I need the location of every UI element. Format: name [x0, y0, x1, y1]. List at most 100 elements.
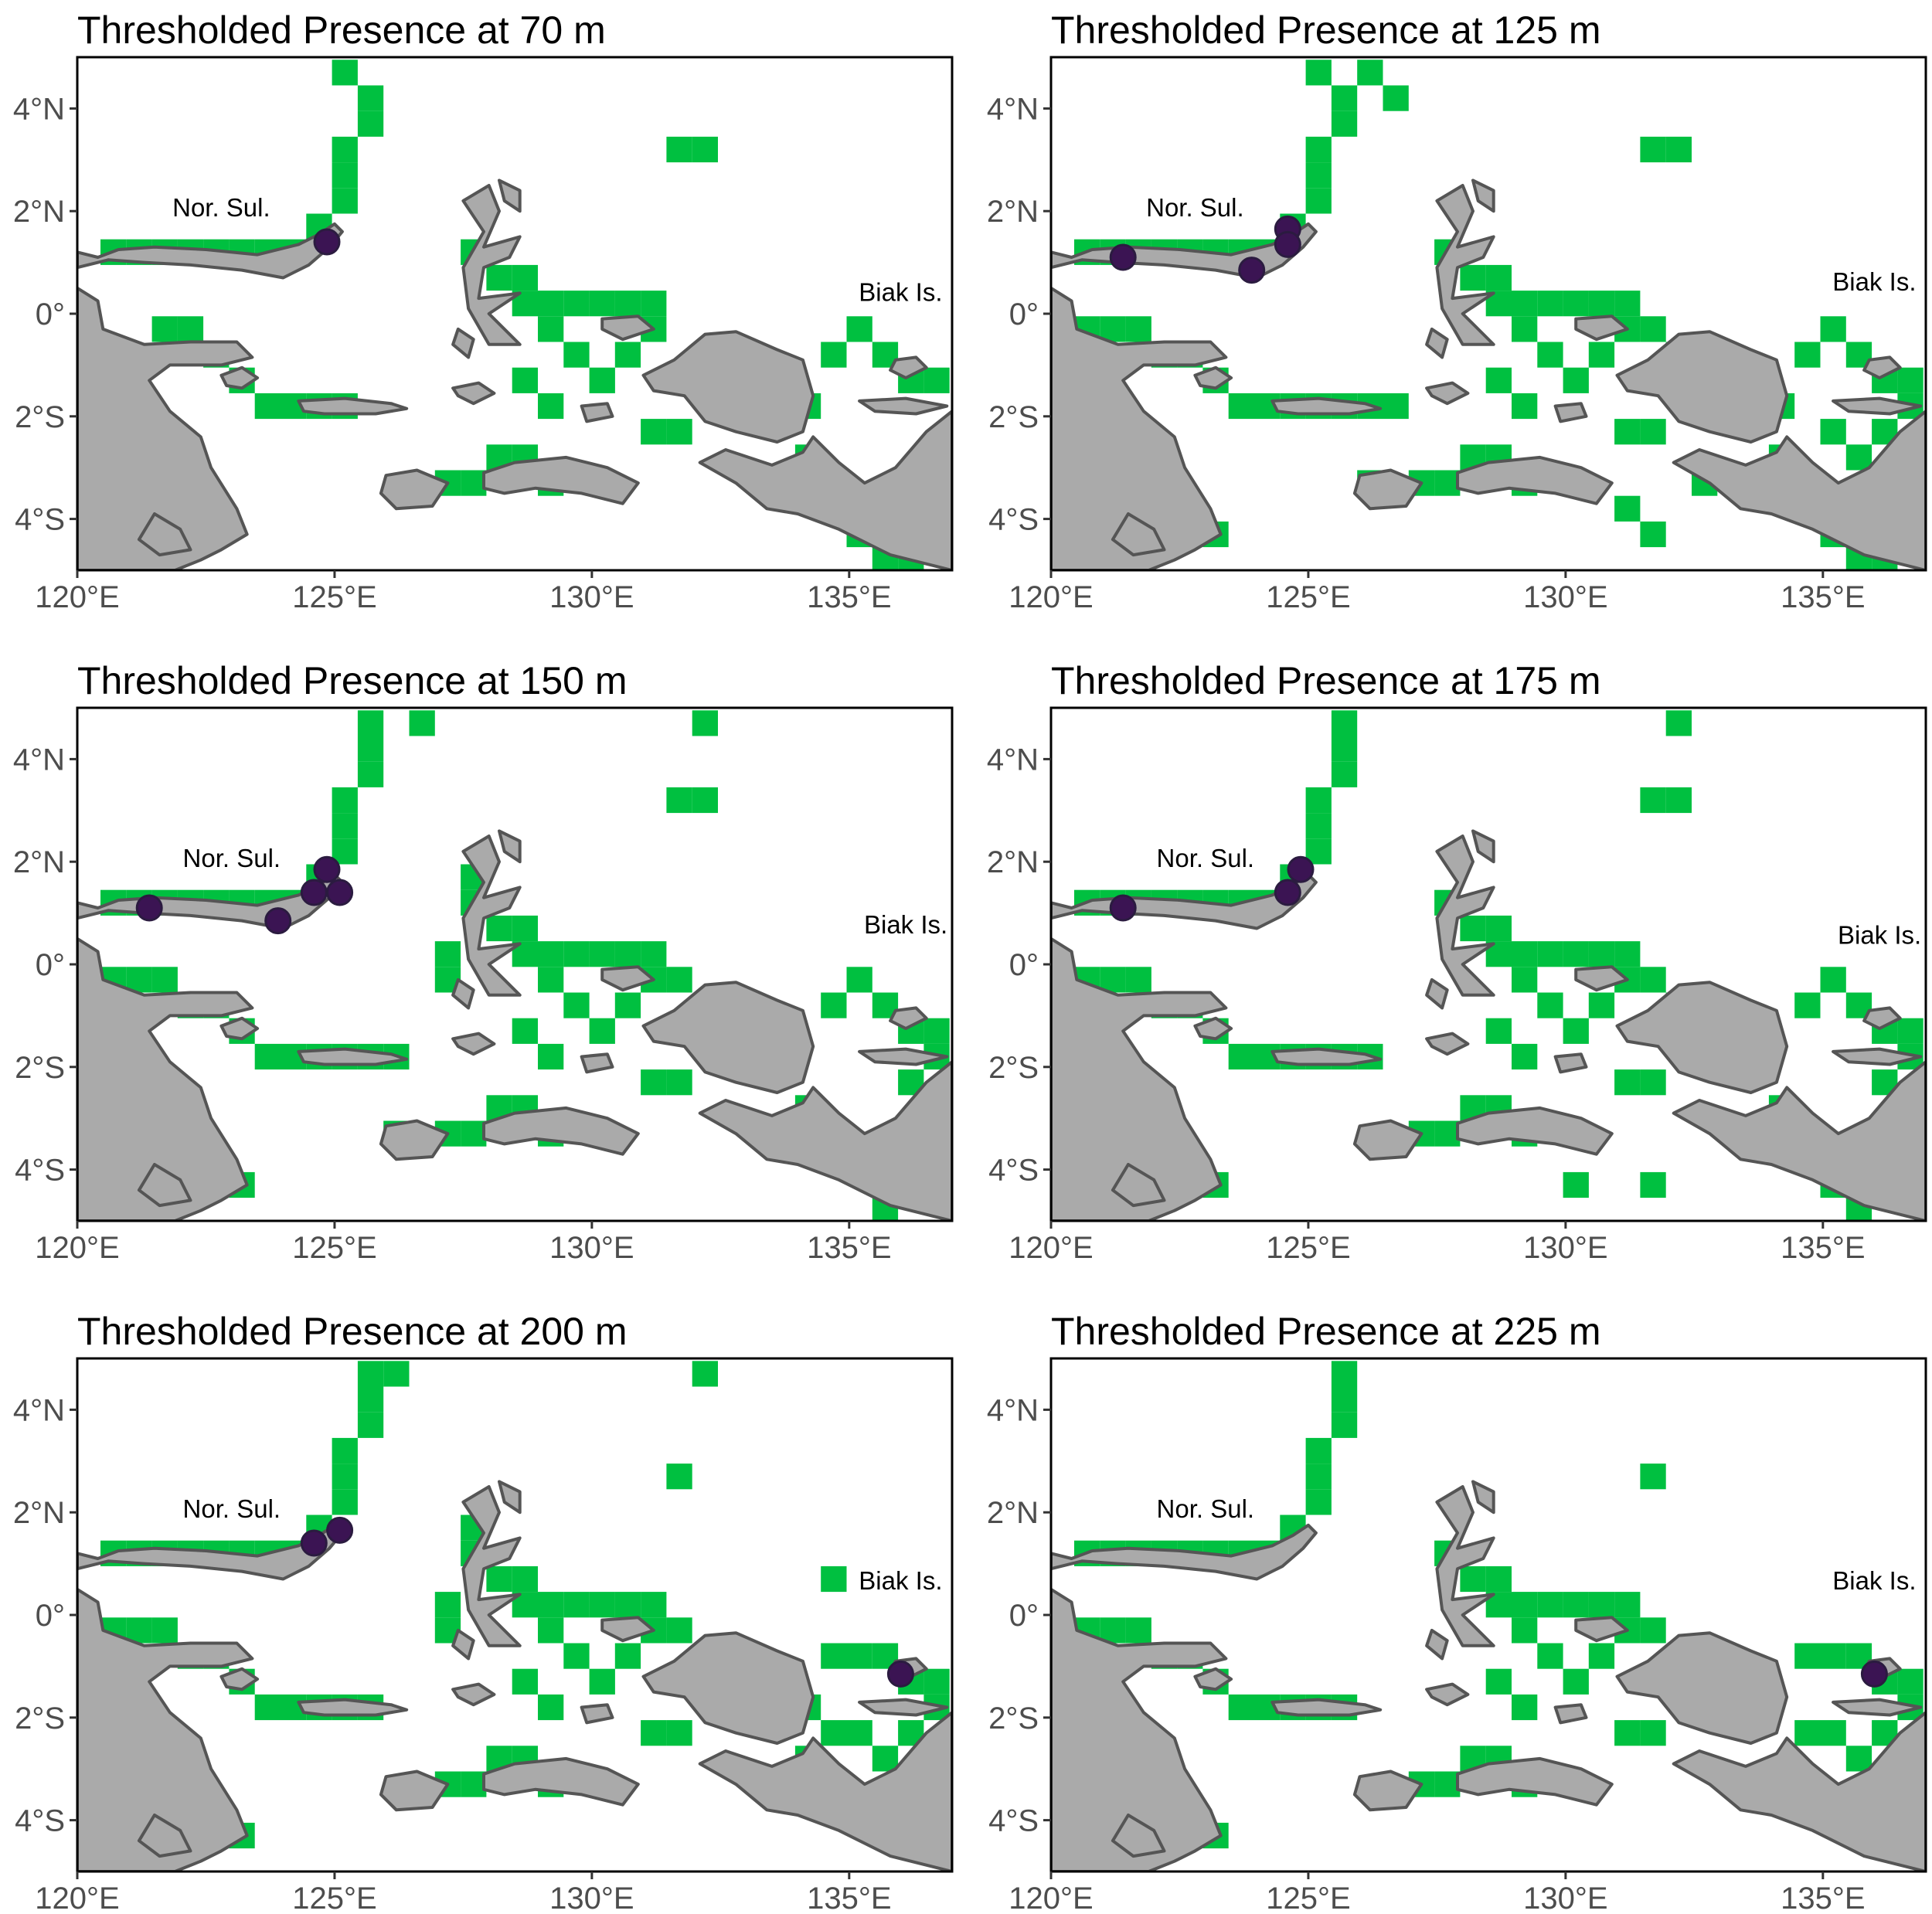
land-seram: [482, 1106, 640, 1156]
presence-cell: [1563, 1668, 1589, 1695]
presence-cell: [1331, 1412, 1358, 1438]
presence-cell: [563, 941, 590, 967]
presence-cell: [1640, 419, 1666, 445]
land-yapen: [1832, 396, 1923, 416]
presence-cell: [563, 1643, 590, 1669]
presence-cell: [1640, 1171, 1666, 1198]
land-waigeo-misool: [600, 314, 655, 342]
presence-cell: [126, 967, 152, 993]
presence-cell: [1897, 1668, 1923, 1695]
land-yapen: [858, 1698, 949, 1717]
panel-title: Thresholded Presence at 175 m: [1051, 659, 1601, 702]
presence-cell: [1434, 1120, 1461, 1147]
panel-title: Thresholded Presence at 125 m: [1051, 8, 1601, 52]
presence-cell: [357, 1412, 384, 1438]
occurrence-point: [135, 894, 163, 922]
y-tick-label: 0°: [1009, 297, 1039, 331]
land-bacan: [451, 327, 475, 359]
presence-cell: [1331, 736, 1358, 762]
presence-cell: [332, 188, 358, 214]
map-panel: Thresholded Presence at 225 m Nor. Sul. Bi…: [987, 1310, 1927, 1914]
presence-cell: [332, 1437, 358, 1464]
land-halmahera-north: [1435, 184, 1495, 346]
place-label: Biak Is.: [1838, 920, 1921, 949]
presence-cell: [1383, 393, 1409, 420]
land-peleng-banggai: [1193, 365, 1233, 390]
presence-cell: [512, 1566, 538, 1593]
presence-cell: [641, 1069, 667, 1096]
presence-cell: [1485, 264, 1512, 291]
occurrence-point: [1274, 230, 1301, 258]
place-label: Nor. Sul.: [1146, 193, 1244, 222]
presence-cell: [1305, 59, 1332, 86]
presence-cell: [254, 1043, 281, 1070]
map-panel: Thresholded Presence at 70 m Nor. Sul. Bia…: [13, 8, 954, 614]
presence-cell: [1100, 1617, 1126, 1644]
x-tick-label: 130°E: [549, 1882, 634, 1914]
presence-cell: [846, 316, 872, 342]
land-bacan: [451, 977, 475, 1010]
land-sulawesi-southeast-arm: [137, 1814, 192, 1858]
presence-cell: [1537, 1592, 1563, 1618]
presence-cell: [692, 136, 718, 163]
presence-cell: [1845, 444, 1872, 471]
presence-cell: [666, 136, 692, 163]
presence-cell: [563, 1592, 590, 1618]
presence-cell: [692, 1361, 718, 1387]
y-tick-label: 2°S: [988, 1702, 1039, 1736]
presence-cell: [1537, 1643, 1563, 1669]
y-tick-label: 4°N: [987, 92, 1039, 126]
presence-cell: [332, 1489, 358, 1515]
presence-cell: [1614, 1592, 1641, 1618]
land-sulawesi-central: [1051, 286, 1228, 570]
presence-cell: [923, 1668, 950, 1695]
land-peleng-banggai: [219, 1016, 260, 1041]
map-area: [77, 57, 952, 570]
presence-cell: [1512, 1694, 1538, 1721]
y-tick-label: 4°N: [987, 743, 1039, 777]
map-area: [1051, 57, 1926, 570]
land-seram: [1456, 455, 1614, 505]
presence-cell: [589, 1668, 615, 1695]
presence-cell: [1512, 941, 1538, 967]
presence-cell: [1383, 85, 1409, 111]
y-tick-label: 0°: [1009, 948, 1039, 982]
land-buru: [379, 1119, 450, 1161]
x-tick-label: 125°E: [1266, 1231, 1350, 1265]
land-sulawesi-southeast-arm: [1111, 1814, 1166, 1858]
presence-cell: [1563, 1171, 1589, 1198]
x-tick-label: 135°E: [807, 1882, 891, 1914]
x-tick-label: 125°E: [292, 580, 376, 614]
place-label: Biak Is.: [859, 1566, 942, 1595]
presence-cell: [1588, 342, 1615, 368]
land-morotai: [498, 1480, 522, 1515]
presence-cell: [538, 1617, 564, 1644]
land-morotai: [1471, 178, 1495, 213]
presence-cell: [1794, 342, 1821, 368]
presence-cell: [1820, 419, 1846, 445]
land-buru: [1352, 1119, 1423, 1161]
presence-cell: [332, 136, 358, 163]
y-tick-label: 2°S: [15, 1051, 65, 1085]
presence-cell: [1512, 393, 1538, 420]
presence-cell: [1614, 1069, 1641, 1096]
map-panel: Thresholded Presence at 150 m Nor. Sul. Bi…: [13, 659, 954, 1265]
presence-cell: [332, 162, 358, 189]
presence-cell: [151, 1617, 178, 1644]
land-yapen: [1832, 1698, 1923, 1717]
x-tick-label: 130°E: [549, 580, 634, 614]
land-papua-mainland: [698, 1711, 952, 1872]
presence-cell: [1512, 1043, 1538, 1070]
land-obi: [451, 1032, 496, 1056]
x-tick-label: 125°E: [1266, 580, 1350, 614]
presence-cell: [1537, 342, 1563, 368]
presence-cell: [538, 967, 564, 993]
presence-cell: [846, 1643, 872, 1669]
land-buru: [379, 468, 450, 511]
map-area: [77, 708, 952, 1221]
land-buru: [1352, 468, 1423, 511]
occurrence-point: [1109, 894, 1137, 922]
presence-cell: [357, 110, 384, 137]
presence-cell: [538, 291, 564, 317]
x-tick-label: 120°E: [35, 1882, 119, 1914]
